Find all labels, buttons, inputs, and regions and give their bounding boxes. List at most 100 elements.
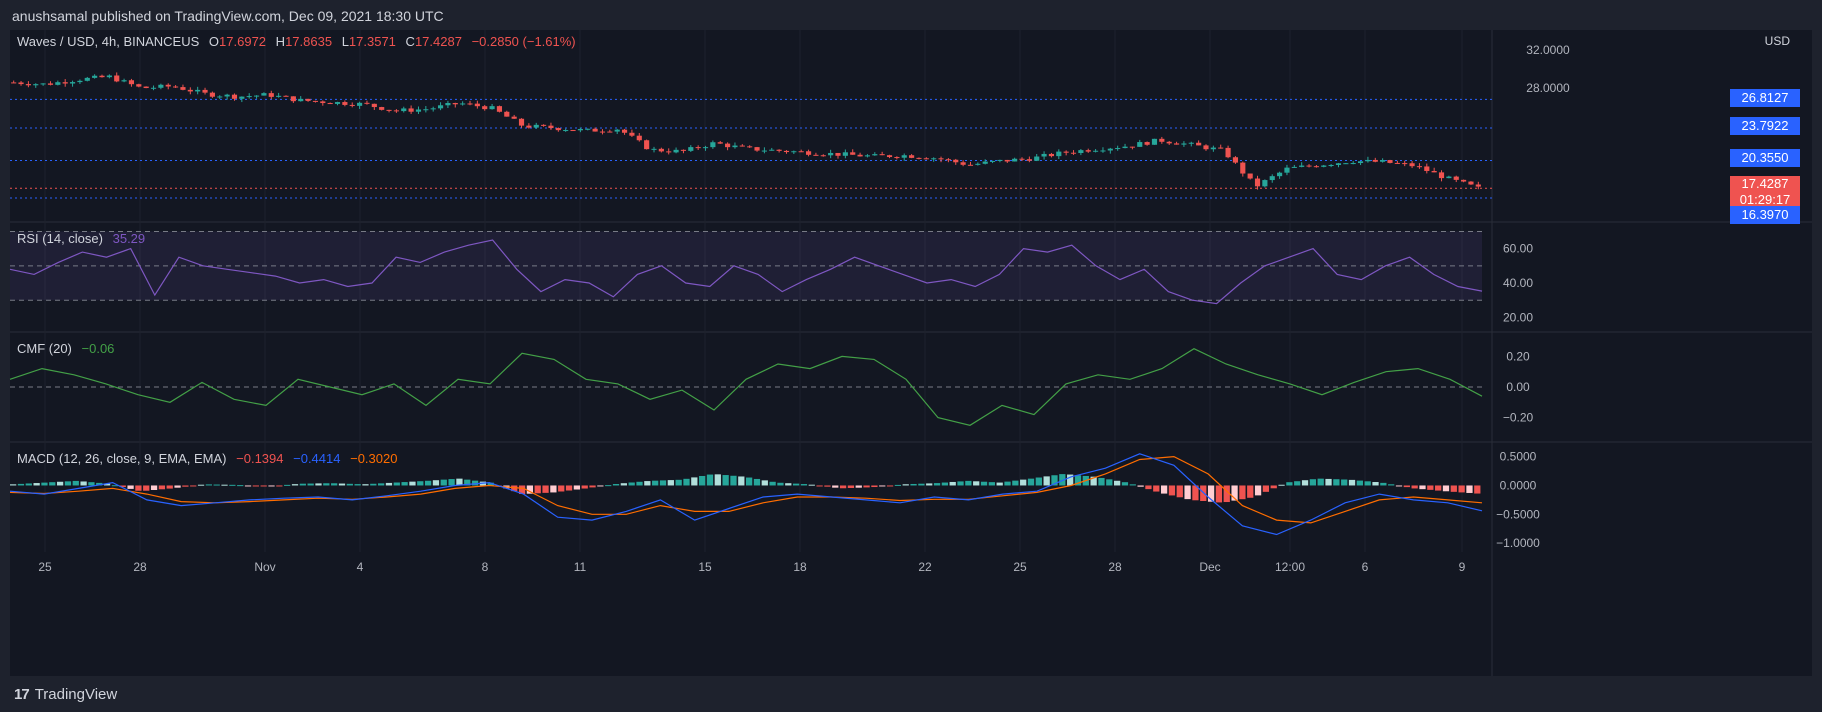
candle-body <box>1203 145 1209 150</box>
macd-tick-label: 0.0000 <box>1500 478 1537 492</box>
candle-body <box>791 151 797 153</box>
candle-body <box>195 89 201 92</box>
cmf-tick-label: −0.20 <box>1503 411 1534 425</box>
macd-histogram-bar <box>385 482 393 486</box>
price-tag-last: 17.4287 01:29:17 <box>1730 176 1800 208</box>
candle-body <box>555 128 561 131</box>
candle-body <box>1365 159 1371 162</box>
candle-body <box>1262 180 1268 187</box>
macd-histogram-bar <box>558 485 565 492</box>
macd-histogram-bar <box>456 478 463 486</box>
candle-body <box>1159 138 1165 142</box>
candle-body <box>1048 153 1055 157</box>
candle-body <box>533 124 539 128</box>
macd-histogram-bar <box>1215 485 1223 503</box>
macd-histogram-bar <box>1435 485 1442 491</box>
macd-histogram-bar <box>17 483 25 486</box>
macd-histogram-bar <box>88 482 95 486</box>
candle-body <box>268 93 274 97</box>
candle-body <box>850 152 856 155</box>
x-tick-label: 18 <box>793 560 807 574</box>
candle-body <box>1115 148 1121 150</box>
macd-histogram-bar <box>894 484 902 486</box>
macd-histogram-bar <box>612 484 620 486</box>
candle-body <box>695 147 701 149</box>
candle-body <box>548 125 554 129</box>
candle-body <box>1468 181 1474 185</box>
macd-histogram-bar <box>80 481 87 486</box>
candle-body <box>636 135 642 141</box>
macd-histogram-bar <box>378 483 385 486</box>
footer: 17 TradingView <box>0 676 1822 712</box>
candle-body <box>621 129 628 133</box>
candle-body <box>1321 165 1327 167</box>
macd-histogram-bar <box>323 483 330 486</box>
candle-body <box>1225 147 1231 158</box>
candle-body <box>570 130 576 132</box>
macd-histogram-bar <box>1145 485 1152 490</box>
macd-histogram-bar <box>722 475 729 486</box>
tradingview-logo[interactable]: 17 TradingView <box>14 686 117 703</box>
macd-histogram-bar <box>675 479 682 486</box>
open-label: O <box>208 34 220 49</box>
candle-body <box>1218 147 1224 149</box>
candle-body <box>136 84 142 87</box>
macd-histogram-bar <box>1184 485 1191 500</box>
candle-body <box>577 129 583 131</box>
macd-histogram-bar <box>393 482 400 486</box>
macd-histogram-bar <box>824 485 831 487</box>
candle-body <box>614 129 620 132</box>
macd-histogram-bar <box>714 474 721 486</box>
candle-body <box>276 95 282 97</box>
chart-frame[interactable] <box>10 30 1812 676</box>
candle-body <box>143 86 149 89</box>
cmf-name: CMF (20) <box>17 341 72 356</box>
candle-body <box>1291 166 1297 168</box>
candle-body <box>1151 138 1158 145</box>
candle-body <box>1232 157 1239 163</box>
candle-body <box>1188 142 1194 144</box>
macd-histogram-bar <box>542 485 549 493</box>
macd-histogram-bar <box>746 477 753 486</box>
candle-body <box>320 101 326 104</box>
candle-body <box>1247 173 1253 179</box>
candle-body <box>482 106 488 110</box>
symbol-label: Waves / USD, 4h, BINANCEUS <box>17 34 200 49</box>
macd-name: MACD (12, 26, close, 9, EMA, EMA) <box>17 451 227 466</box>
candle-body <box>1409 163 1415 167</box>
candle-body <box>688 147 694 151</box>
candle-body <box>651 148 657 150</box>
published-info: anushsamal published on TradingView.com,… <box>12 8 444 24</box>
currency-label[interactable]: USD <box>1764 34 1790 48</box>
macd-histogram-bar <box>847 485 855 488</box>
macd-histogram-bar <box>1168 485 1176 496</box>
candle-body <box>423 109 429 111</box>
macd-histogram-bar <box>573 485 581 490</box>
candle-body <box>371 103 377 108</box>
macd-histogram-bar <box>1192 485 1199 501</box>
candle-body <box>1313 166 1319 168</box>
macd-histogram-bar <box>346 483 353 486</box>
candle-body <box>69 82 76 84</box>
macd-histogram-bar <box>620 483 627 486</box>
macd-histogram-bar <box>338 483 346 486</box>
macd-histogram-bar <box>1364 481 1371 486</box>
macd-histogram-bar <box>965 480 972 486</box>
macd-histogram-bar <box>941 482 949 486</box>
rsi-tick-label: 40.00 <box>1503 276 1533 290</box>
candle-body <box>1093 150 1099 152</box>
high-label: H <box>275 34 286 49</box>
candle-body <box>783 150 790 153</box>
candle-body <box>1056 151 1062 157</box>
cmf-tick-label: 0.00 <box>1506 380 1530 394</box>
macd-histogram-bar <box>1223 485 1230 503</box>
candle-body <box>467 103 473 105</box>
macd-histogram-bar <box>973 481 980 486</box>
candle-body <box>1350 163 1356 165</box>
macd-histogram-bar <box>1317 478 1324 486</box>
price-tag-r2: 23.7922 <box>1730 117 1800 135</box>
candle-body <box>334 102 341 104</box>
macd-histogram-bar <box>652 480 659 486</box>
candle-body <box>975 163 981 165</box>
